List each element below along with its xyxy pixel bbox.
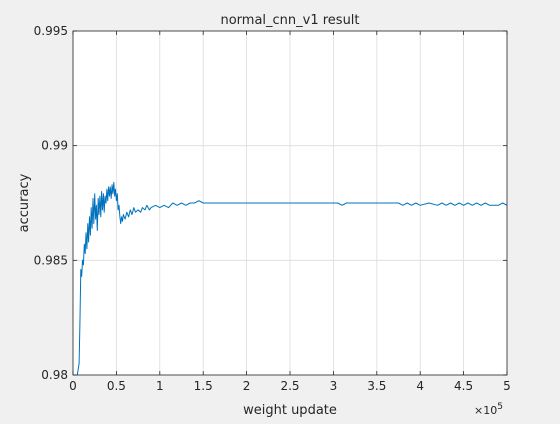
y-tick-label: 0.995 (34, 24, 68, 38)
tick-group: 0 0.5 1 1.5 2 2.5 3 3.5 4 4.5 5 0.98 0.985 0.99 0.995 (34, 24, 511, 393)
x-exponent-base: ×10 (474, 404, 497, 417)
x-tick-label: 0 (69, 379, 77, 393)
x-tick-label: 2 (243, 379, 251, 393)
x-exponent-power: 5 (497, 402, 503, 412)
y-axis-label: accuracy (17, 173, 32, 232)
x-tick-label: 0.5 (107, 379, 126, 393)
y-tick-label: 0.98 (41, 368, 68, 382)
x-tick-label: 1.5 (194, 379, 213, 393)
series-line (76, 181, 508, 376)
x-axis-label: weight update (243, 403, 337, 418)
x-tick-label: 4 (416, 379, 424, 393)
y-tick-label: 0.99 (41, 139, 68, 153)
x-tick-label: 2.5 (280, 379, 299, 393)
x-tick-label: 3 (330, 379, 338, 393)
x-tick-label: 3.5 (367, 379, 386, 393)
x-tick-label: 5 (503, 379, 511, 393)
y-tick-label: 0.985 (34, 253, 68, 267)
chart-title: normal_cnn_v1 result (220, 13, 359, 28)
x-tick-label: 4.5 (454, 379, 473, 393)
x-tick-label: 1 (156, 379, 164, 393)
x-exponent-label: ×105 (474, 402, 503, 417)
series-group (76, 181, 508, 376)
